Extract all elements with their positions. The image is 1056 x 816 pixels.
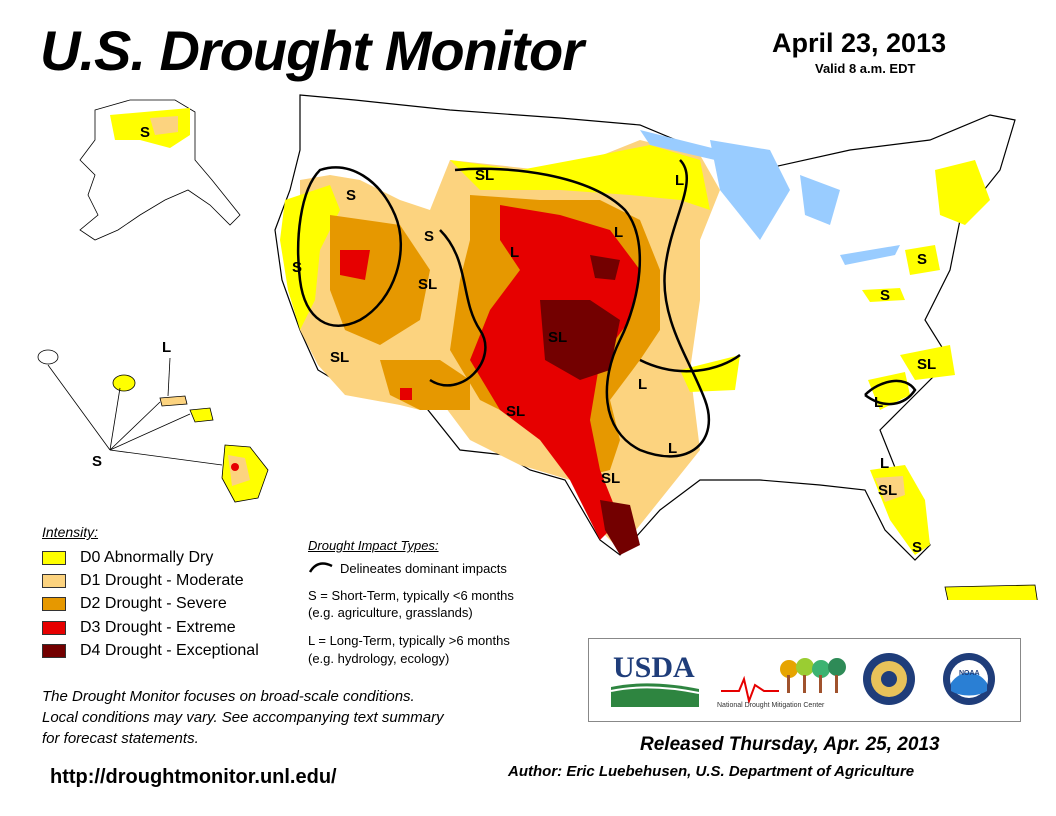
pennsylvania-label: S (880, 287, 890, 304)
alaska-region: S (79, 99, 241, 241)
penn-d0 (862, 288, 905, 302)
florida-central-label: SL (878, 482, 897, 499)
lake-erie (840, 245, 900, 265)
oregon-label: S (346, 187, 356, 204)
logo-strip: USDA National Drought Mitigation Center (610, 651, 995, 709)
arizona-d3 (400, 388, 412, 400)
legend-title: Intensity: (42, 524, 99, 540)
noaa-logo: NOAA (943, 653, 995, 705)
new-mexico-label: SL (506, 403, 525, 420)
florida-north-label: L (880, 455, 889, 472)
lake-huron (800, 175, 840, 225)
texas-label: SL (601, 470, 620, 487)
legend-item-d0: D0 Abnormally Dry (42, 548, 213, 568)
north-d0 (450, 145, 710, 210)
puerto-rico (944, 584, 1038, 600)
virginia-d0 (900, 345, 955, 380)
ozark-label: L (638, 376, 647, 393)
note-line: for forecast statements. (42, 730, 199, 747)
great-basin-label: SL (418, 276, 437, 293)
short-term-description: S = Short-Term, typically <6 months (308, 588, 514, 603)
florida-d1 (875, 476, 905, 502)
nevada-d3 (340, 250, 370, 280)
long-term-description: L = Long-Term, typically >6 months (308, 633, 510, 648)
legend-label: D2 Drought - Severe (80, 595, 227, 612)
alaska-d1 (150, 116, 178, 135)
legend-label: D0 Abnormally Dry (80, 549, 214, 566)
california-label: SL (330, 349, 349, 366)
florida-south-label: S (912, 539, 922, 556)
kansas-d4 (540, 300, 620, 380)
pacific-nw-label: S (292, 259, 302, 276)
kansas-label: SL (548, 329, 567, 346)
legend-label: D3 Drought - Extreme (80, 619, 236, 636)
short-term-example: (e.g. agriculture, grasslands) (308, 605, 473, 620)
legend-item-d1: D1 Drought - Moderate (42, 571, 244, 591)
note-line: The Drought Monitor focuses on broad-sca… (42, 688, 415, 705)
montana-label: SL (475, 167, 494, 184)
hawaii-region: L S (37, 339, 269, 503)
conus-region (274, 94, 1016, 561)
great-basin-d2 (330, 215, 430, 345)
legend-label: D1 Drought - Moderate (80, 572, 244, 589)
d3-swatch (42, 621, 66, 635)
wyoming-label: L (510, 244, 519, 261)
source-url[interactable]: http://droughtmonitor.unl.edu/ (50, 766, 337, 788)
usda-logo: USDA (610, 651, 700, 707)
ndmc-logo: National Drought Mitigation Center (717, 658, 846, 709)
carolina-label: L (874, 394, 883, 411)
pacific-d0 (280, 185, 340, 330)
legend-item-d2: D2 Drought - Severe (42, 594, 227, 614)
d4-swatch (42, 644, 66, 658)
legend-label: D4 Drought - Exceptional (80, 642, 259, 659)
dakota-label: L (614, 224, 623, 241)
lake-michigan (710, 140, 790, 240)
map-date: April 23, 2013 (772, 28, 947, 58)
release-date: Released Thursday, Apr. 25, 2013 (640, 734, 940, 755)
svg-text:National Drought Mitigation Ce: National Drought Mitigation Center (717, 702, 825, 709)
disclaimer-note: The Drought Monitor focuses on broad-sca… (42, 686, 444, 749)
plains-d3 (470, 205, 640, 540)
hawaii-long-term-label: L (162, 339, 171, 356)
author-credit: Author: Eric Luebehusen, U.S. Department… (508, 763, 915, 780)
newyork-d0 (905, 245, 940, 275)
svg-text:NOAA: NOAA (959, 670, 980, 677)
minnesota-label: L (675, 172, 684, 189)
idaho-label: S (424, 228, 434, 245)
hawaii-short-term-label: S (92, 453, 102, 470)
new-york-label: S (917, 251, 927, 268)
nebraska-d4 (590, 255, 620, 280)
virginia-label: SL (917, 356, 936, 373)
boundary-line-icon (308, 562, 333, 573)
long-term-example: (e.g. hydrology, ecology) (308, 651, 450, 666)
northeast-d0 (935, 160, 990, 225)
legend-item-d4: D4 Drought - Exceptional (42, 641, 259, 661)
arkansas-label: L (668, 440, 677, 457)
d0-swatch (42, 551, 66, 565)
boundary-description: Delineates dominant impacts (340, 561, 507, 576)
partner-logos: USDA National Drought Mitigation Center (588, 638, 1021, 722)
texas-d4 (600, 500, 640, 555)
doc-seal-logo (863, 653, 915, 705)
impact-types-title: Drought Impact Types: (308, 538, 439, 553)
d2-swatch (42, 597, 66, 611)
valid-time: Valid 8 a.m. EDT (815, 61, 916, 76)
d1-swatch (42, 574, 66, 588)
map-title: U.S. Drought Monitor (40, 19, 584, 82)
legend-item-d3: D3 Drought - Extreme (42, 618, 236, 638)
note-line: Local conditions may vary. See accompany… (42, 709, 444, 726)
drought-map: S L S (37, 94, 1038, 600)
lake-superior (640, 130, 720, 160)
alaska-impact-label: S (140, 124, 150, 141)
svg-text:USDA: USDA (613, 651, 695, 684)
